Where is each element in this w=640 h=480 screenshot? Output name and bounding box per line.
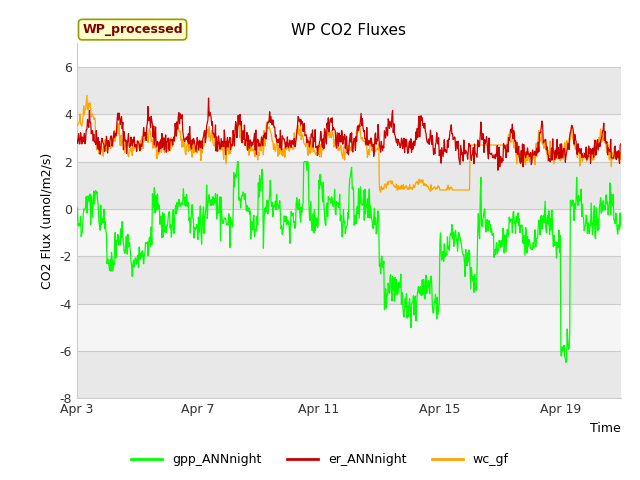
- Bar: [77, 256, 621, 304]
- Title: WP CO2 Fluxes: WP CO2 Fluxes: [291, 23, 406, 38]
- Bar: [77, 67, 621, 114]
- Legend: gpp_ANNnight, er_ANNnight, wc_gf: gpp_ANNnight, er_ANNnight, wc_gf: [126, 448, 514, 471]
- Bar: [77, 304, 621, 351]
- Text: WP_processed: WP_processed: [82, 23, 183, 36]
- Bar: [77, 162, 621, 209]
- Bar: [77, 351, 621, 398]
- X-axis label: Time: Time: [590, 422, 621, 435]
- Y-axis label: CO2 Flux (umol/m2/s): CO2 Flux (umol/m2/s): [41, 153, 54, 289]
- Bar: [77, 209, 621, 256]
- Bar: [77, 114, 621, 162]
